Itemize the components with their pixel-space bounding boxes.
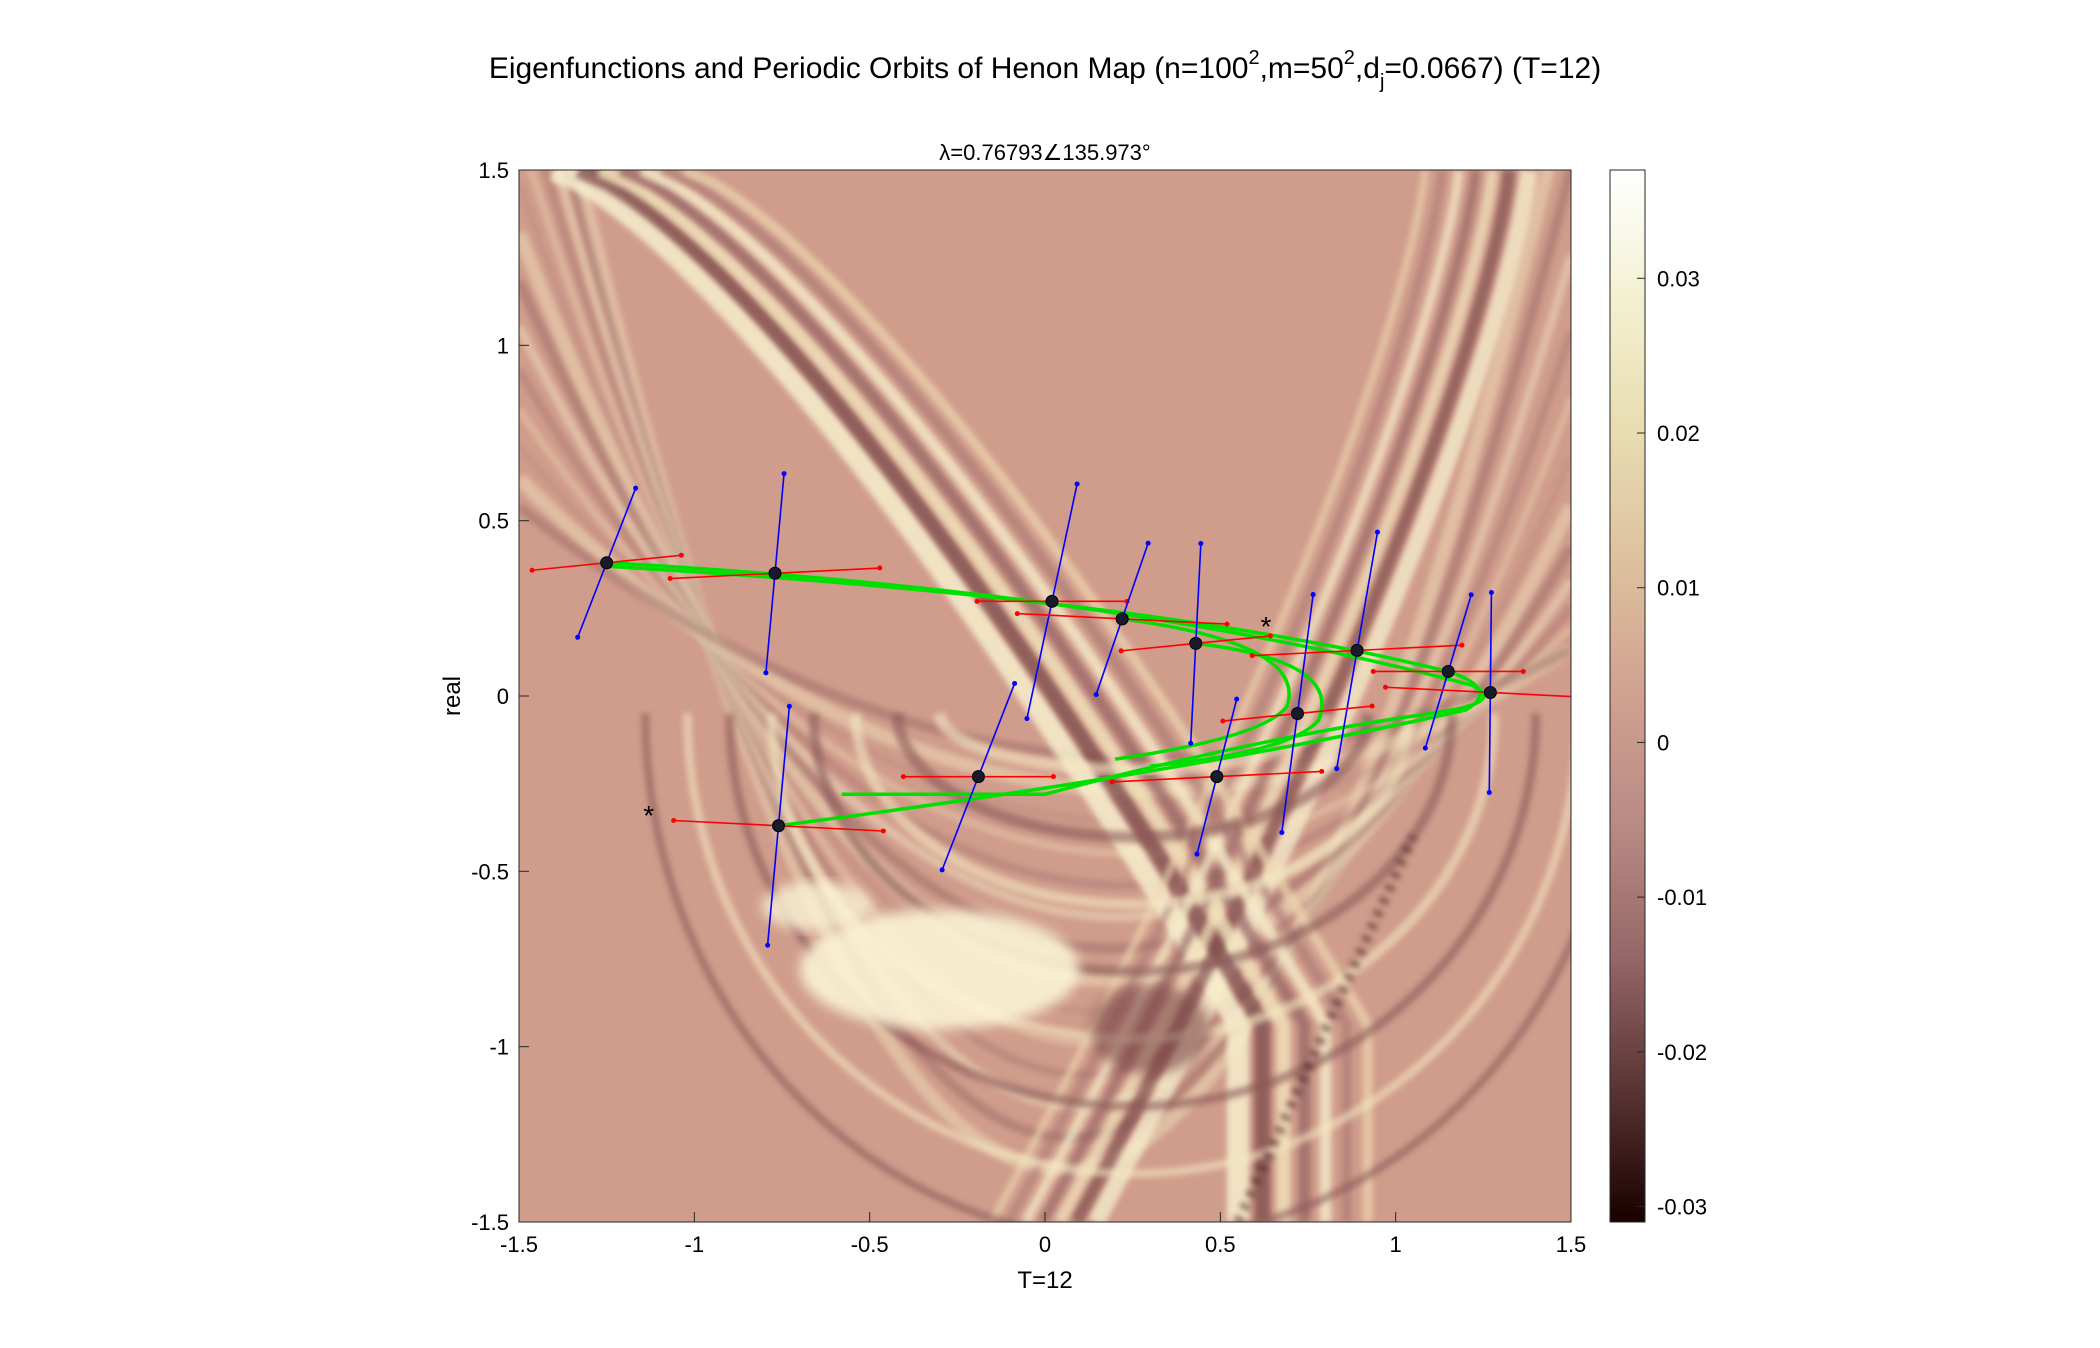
colorbar-tick-label: -0.02 xyxy=(1657,1040,1707,1065)
colorbar: -0.03 -0.02 -0.01 0 0.01 0.02 0.03 xyxy=(1609,169,1707,1223)
x-tick-label: -0.5 xyxy=(851,1232,889,1257)
colorbar-ticks: -0.03 -0.02 -0.01 0 0.01 0.02 0.03 xyxy=(1637,266,1707,1220)
stable-vector-tip xyxy=(1488,589,1494,595)
unstable-vector-tip xyxy=(1382,684,1388,690)
periodic-orbit-layer: ** xyxy=(529,471,1598,948)
y-tick-label: 0 xyxy=(497,684,509,709)
orbit-point xyxy=(1483,685,1497,699)
orbit-point xyxy=(1189,636,1203,650)
stable-vector-tip xyxy=(1145,540,1151,546)
stable-vector-tip xyxy=(1468,592,1474,598)
unstable-vector-tip xyxy=(1520,668,1526,674)
y-axis-label: real xyxy=(439,676,466,716)
x-tick-label: 1 xyxy=(1390,1232,1402,1257)
unstable-vector-tip xyxy=(671,817,677,823)
unstable-vector-tip xyxy=(529,567,535,573)
y-tick-label: -1.5 xyxy=(471,1210,509,1235)
unstable-vector-tip xyxy=(1220,718,1226,724)
unstable-vector-tip xyxy=(877,565,883,571)
stable-vector-tip xyxy=(1310,592,1316,598)
colorbar-tick-label: -0.03 xyxy=(1657,1195,1707,1220)
orbit-point xyxy=(600,556,614,570)
stable-vector-tip xyxy=(763,670,769,676)
unstable-vector-tip xyxy=(1050,774,1056,780)
unstable-vector-tip xyxy=(678,552,684,558)
orbit-curve xyxy=(1114,617,1291,761)
colorbar-tick-label: 0.01 xyxy=(1657,576,1700,601)
orbit-curve xyxy=(1150,641,1324,768)
unstable-vector-tip xyxy=(974,598,980,604)
orbit-point xyxy=(1441,664,1455,678)
orbit-point xyxy=(1350,643,1364,657)
plot-area: ** xyxy=(518,169,1598,1223)
colorbar-tick-label: -0.01 xyxy=(1657,885,1707,910)
x-tick-label: -1.5 xyxy=(500,1232,538,1257)
colorbar-tick-label: 0 xyxy=(1657,730,1669,755)
x-tick-label: 0.5 xyxy=(1205,1232,1236,1257)
stable-vector-tip xyxy=(781,471,787,477)
stable-vector-tip xyxy=(1279,830,1285,836)
stable-vector-tip xyxy=(1234,696,1240,702)
y-tick-label: 0.5 xyxy=(478,509,509,534)
x-tick-label: -1 xyxy=(685,1232,705,1257)
colorbar-tick-label: 0.03 xyxy=(1657,266,1700,291)
colorbar-tick-label: 0.02 xyxy=(1657,421,1700,446)
orbit-point xyxy=(1210,770,1224,784)
orbit-point xyxy=(1045,594,1059,608)
stable-vector-tip xyxy=(786,703,792,709)
unstable-vector-tip xyxy=(1459,642,1465,648)
unstable-vector-tip xyxy=(1224,621,1230,627)
stable-vector-tip xyxy=(1334,766,1340,772)
orbit-point xyxy=(1290,707,1304,721)
colorbar-bar xyxy=(1609,169,1646,1223)
unstable-vector-tip xyxy=(1593,695,1598,700)
y-tick-label: -0.5 xyxy=(471,859,509,884)
orbit-curve xyxy=(606,564,1482,828)
unstable-vector-tip xyxy=(667,576,673,582)
x-tick-label: 0 xyxy=(1039,1232,1051,1257)
unstable-vector-tip xyxy=(1369,703,1375,709)
stable-vector-tip xyxy=(1198,541,1204,547)
unstable-vector-tip xyxy=(900,774,906,780)
unstable-vector-tip xyxy=(1370,668,1376,674)
orbit-point xyxy=(1115,612,1129,626)
stable-vector-tip xyxy=(1194,851,1200,857)
orbit-point xyxy=(768,566,782,580)
stable-vector-tip xyxy=(939,867,945,873)
unstable-vector-tip xyxy=(1319,768,1325,774)
stable-vector-tip xyxy=(1024,716,1030,722)
x-tick-label: 1.5 xyxy=(1556,1232,1587,1257)
x-axis: -1.5 -1 -0.5 0 0.5 1 1.5 xyxy=(500,1212,1586,1257)
unstable-vector-tip xyxy=(1267,633,1273,639)
red-star-marker: * xyxy=(1260,611,1271,642)
red-star-marker: * xyxy=(643,800,654,831)
unstable-vector-tip xyxy=(1249,653,1255,659)
figure-title: Eigenfunctions and Periodic Orbits of He… xyxy=(489,47,1601,93)
stable-vector-tip xyxy=(1093,692,1099,698)
stable-vector-tip xyxy=(1012,680,1018,686)
orbit-point xyxy=(771,819,785,833)
y-axis: -1.5 -1 -0.5 0 0.5 1 1.5 xyxy=(471,158,529,1235)
stable-vector-tip xyxy=(765,942,771,948)
orbit-point xyxy=(971,770,985,784)
stable-vector-tip xyxy=(1188,740,1194,746)
x-axis-label: T=12 xyxy=(1017,1267,1072,1294)
y-tick-label: -1 xyxy=(489,1035,509,1060)
y-tick-label: 1 xyxy=(497,333,509,358)
unstable-vector-tip xyxy=(1109,779,1115,785)
stable-vector-tip xyxy=(575,634,581,640)
stable-vector-tip xyxy=(1374,529,1380,535)
stable-vector-tip xyxy=(1422,745,1428,751)
y-tick-label: 1.5 xyxy=(478,158,509,183)
stable-vector-tip xyxy=(633,485,639,491)
unstable-vector-tip xyxy=(1014,611,1020,617)
plot-subtitle: λ=0.76793∠135.973° xyxy=(939,140,1150,165)
unstable-vector-tip xyxy=(1118,648,1124,654)
unstable-vector-tip xyxy=(880,828,886,834)
stable-vector-tip xyxy=(1074,481,1080,487)
stable-vector-tip xyxy=(1486,789,1492,795)
